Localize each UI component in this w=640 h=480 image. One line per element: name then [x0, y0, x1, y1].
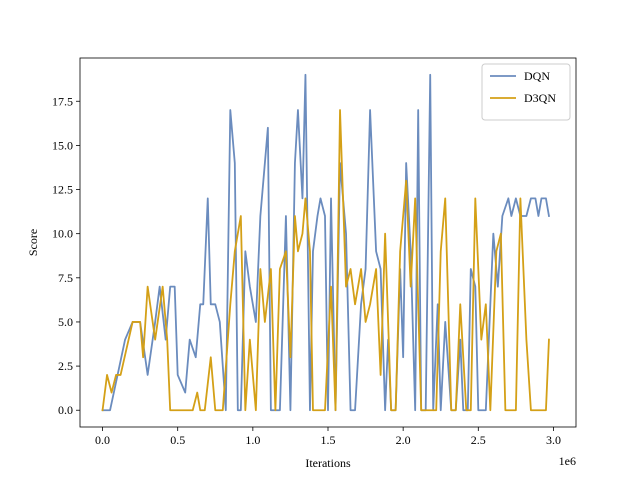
y-tick-label: 0.0	[58, 403, 73, 417]
legend-label-dqn: DQN	[524, 69, 550, 83]
series-layer	[101, 73, 550, 412]
x-axis-multiplier: 1e6	[559, 454, 576, 468]
x-tick-label: 3.0	[546, 433, 561, 447]
y-tick-label: 7.5	[58, 271, 73, 285]
y-axis-label: Score	[26, 229, 40, 256]
y-tick-label: 10.0	[52, 227, 73, 241]
y-tick-label: 5.0	[58, 315, 73, 329]
x-tick-label: 1.0	[245, 433, 260, 447]
y-tick-label: 12.5	[52, 183, 73, 197]
x-tick-label: 2.0	[396, 433, 411, 447]
legend-label-d3qn: D3QN	[524, 91, 556, 105]
legend: DQN D3QN	[481, 63, 571, 121]
series-line-d3qn	[101, 109, 550, 412]
y-tick-label: 15.0	[52, 138, 73, 152]
x-tick-label: 1.5	[321, 433, 336, 447]
x-tick-label: 2.5	[471, 433, 486, 447]
x-tick-label: 0.5	[170, 433, 185, 447]
x-tick-label: 0.0	[95, 433, 110, 447]
x-axis: 0.0 0.5 1.0 1.5 2.0 2.5 3.0	[95, 427, 561, 447]
y-axis: 0.0 2.5 5.0 7.5 10.0 12.5 15.0 17.5	[52, 94, 80, 417]
x-axis-label: Iterations	[305, 456, 351, 470]
legend-box	[481, 63, 571, 121]
y-tick-label: 17.5	[52, 94, 73, 108]
y-tick-label: 2.5	[58, 359, 73, 373]
